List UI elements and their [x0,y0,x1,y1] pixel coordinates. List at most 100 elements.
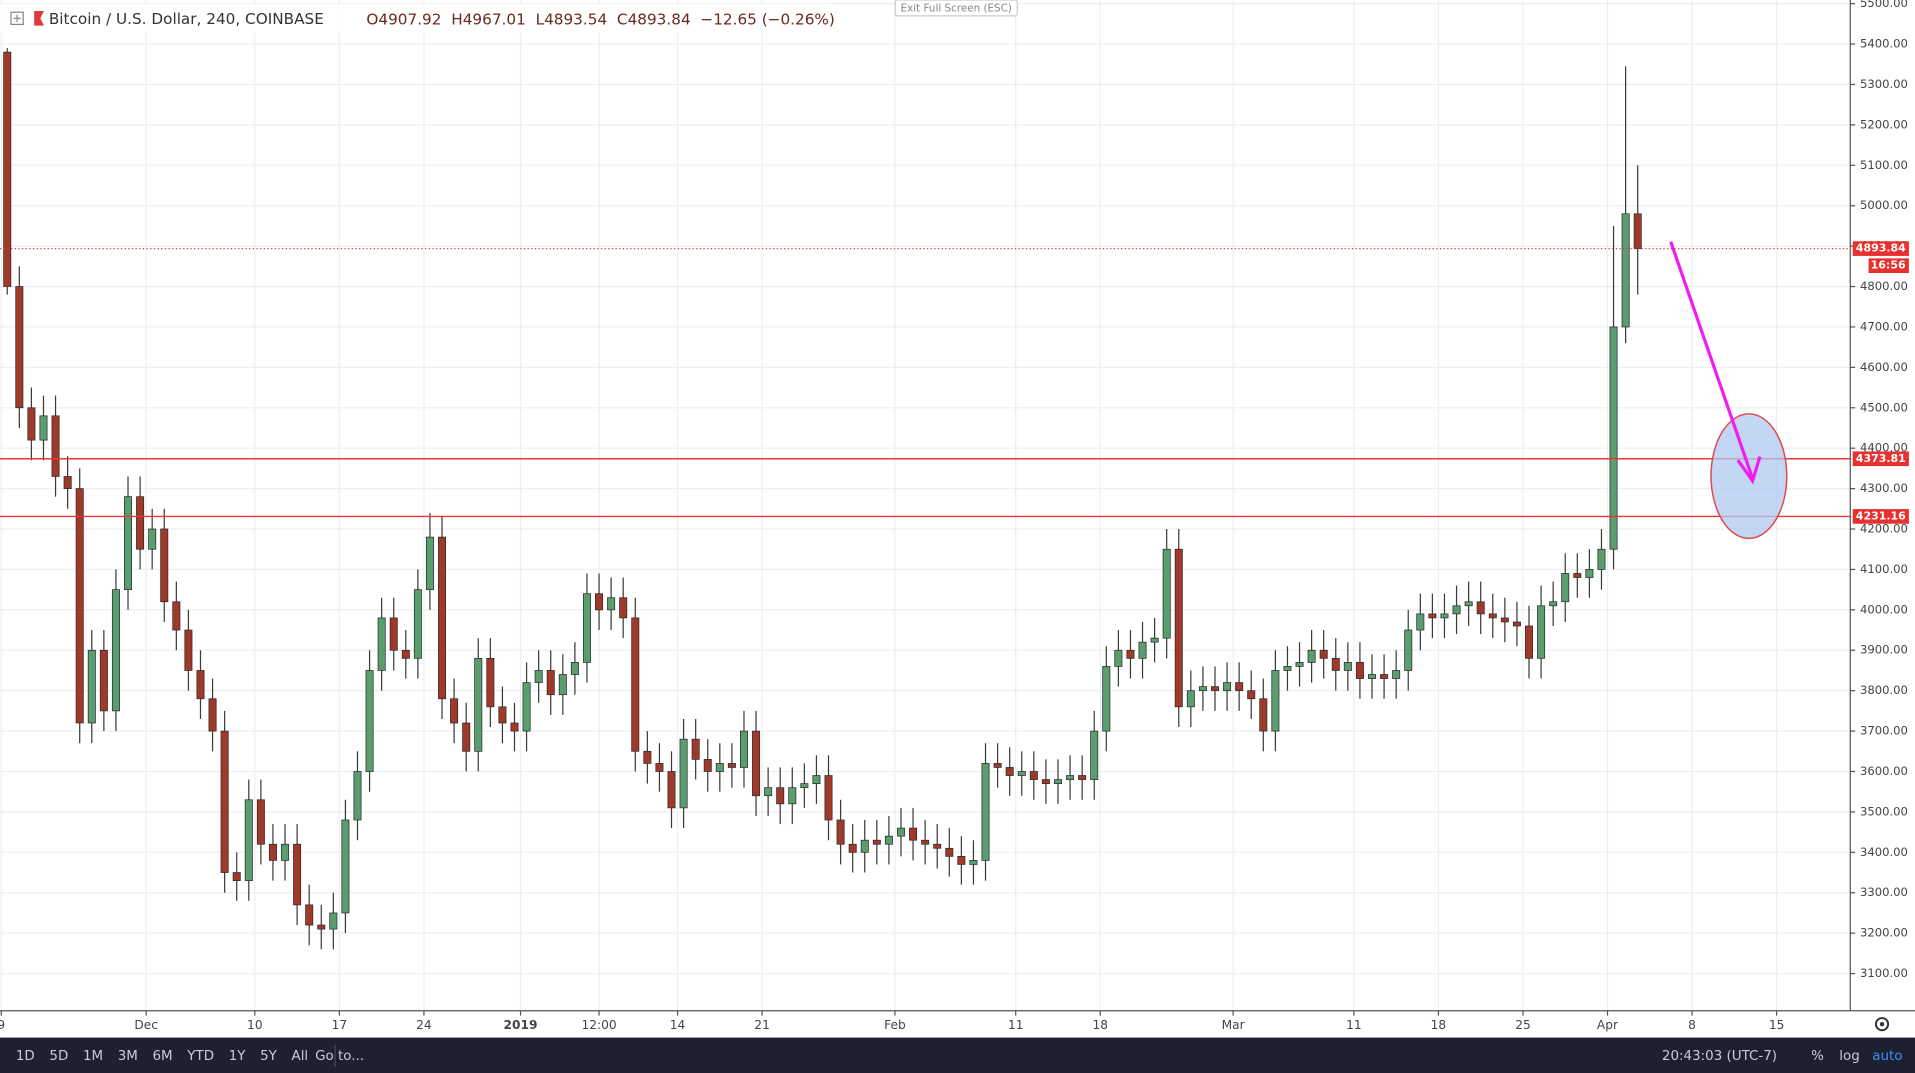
candle-body [1174,548,1183,708]
candle-body [1041,779,1050,784]
level-price-tag [1852,451,1909,467]
countdown-label: 16:56 [1871,259,1906,272]
symbol-title[interactable]: Bitcoin / U.S. Dollar, 240, COINBASE [49,10,324,28]
candle-body [1331,657,1340,671]
candle-body [232,872,241,881]
y-tick-label: 4300.00 [1860,481,1908,495]
y-tick-label: 4000.00 [1860,602,1908,616]
expand-icon[interactable] [10,11,24,26]
candle-body [111,589,120,712]
candle-body [993,763,1002,768]
candle-body [75,488,84,724]
goto-button[interactable]: Go to... [315,1049,364,1064]
candle-body [872,839,881,845]
log-toggle[interactable]: log [1839,1049,1859,1064]
candle-body [764,787,773,797]
candle-body [1029,771,1038,780]
y-tick-label: 4700.00 [1860,319,1908,333]
y-tick-label: 3400.00 [1860,845,1908,859]
candle-body [1283,666,1292,671]
candle-body [1053,779,1062,784]
header-backdrop [0,3,831,33]
candle-body [474,657,483,752]
x-tick-label: 18 [1092,1018,1108,1032]
candle-body [1126,649,1135,659]
range-button[interactable]: 3M [118,1049,138,1064]
range-button[interactable]: 6M [153,1049,173,1064]
level-price-label: 4373.81 [1856,452,1906,465]
candle-body [293,843,302,906]
candle-body [1138,641,1147,659]
x-tick-label: 17 [332,1018,348,1032]
candle-body [365,670,374,772]
candle-body [329,912,338,930]
candle-body [570,662,579,675]
candle-body [1416,613,1425,631]
candle-body [244,799,253,881]
x-tick-label: 10 [247,1018,263,1032]
x-tick-label: 21 [754,1018,770,1032]
auto-toggle[interactable]: auto [1872,1049,1902,1064]
candle-body [317,924,326,930]
candle-body [160,528,169,603]
exit-fullscreen-button[interactable] [894,0,1018,17]
x-tick-label: 11 [1008,1018,1024,1032]
candle-body [800,783,809,789]
candle-body [1573,573,1582,578]
candle-body [1404,629,1413,671]
candle-body [957,855,966,865]
candle-body [607,597,616,611]
ohlc-value: L4893.54 [536,10,608,28]
candle-body [63,476,72,489]
exit-fullscreen-label[interactable]: Exit Full Screen (ESC) [901,3,1012,15]
y-tick-label: 3100.00 [1860,966,1908,980]
candle-body [1186,690,1195,708]
candle-body [921,839,930,845]
range-button[interactable]: 1M [83,1049,103,1064]
candle-body [582,593,591,663]
candle-body [1440,613,1449,619]
settings-icon[interactable] [1874,1017,1890,1032]
candle-body [643,750,652,764]
candle-body [39,415,48,441]
range-button[interactable]: YTD [186,1049,214,1064]
x-tick-label: 18 [1431,1018,1447,1032]
candle-body [1476,601,1485,615]
candle-body [715,763,724,772]
candle-body [1259,698,1268,732]
candle-body [1621,213,1630,328]
candle-body [1223,682,1232,692]
trend-arrow-head [1736,456,1762,485]
y-tick-label: 4800.00 [1860,279,1908,293]
range-button[interactable]: 1Y [229,1049,247,1064]
range-button[interactable]: 5Y [260,1049,278,1064]
range-button[interactable]: 1D [16,1049,35,1064]
range-button[interactable]: All [292,1049,309,1064]
candle-body [136,496,145,550]
candle-body [667,771,676,809]
percent-toggle[interactable]: % [1811,1049,1824,1064]
x-tick-label: 8 [1688,1018,1696,1032]
candle-body [1549,601,1558,607]
candle-body [945,847,954,857]
candle-body [1380,674,1389,679]
candle-body [148,528,157,550]
candle-body [1162,548,1171,639]
y-tick-label: 4400.00 [1860,441,1908,455]
candle-body [981,763,990,861]
candle-body [1090,730,1099,780]
candle-body [1343,662,1352,671]
x-tick-label: Dec [134,1018,158,1032]
y-tick-label: 4200.00 [1860,522,1908,536]
candle-body [776,787,785,805]
x-tick-label: 12:00 [581,1018,616,1032]
candle-body [184,629,193,671]
candle-body [1428,613,1437,619]
candle-body [1017,771,1026,776]
candle-body [1609,326,1618,550]
candle-body [268,843,277,861]
trend-arrow[interactable] [1669,241,1755,480]
range-button[interactable]: 5D [49,1049,68,1064]
